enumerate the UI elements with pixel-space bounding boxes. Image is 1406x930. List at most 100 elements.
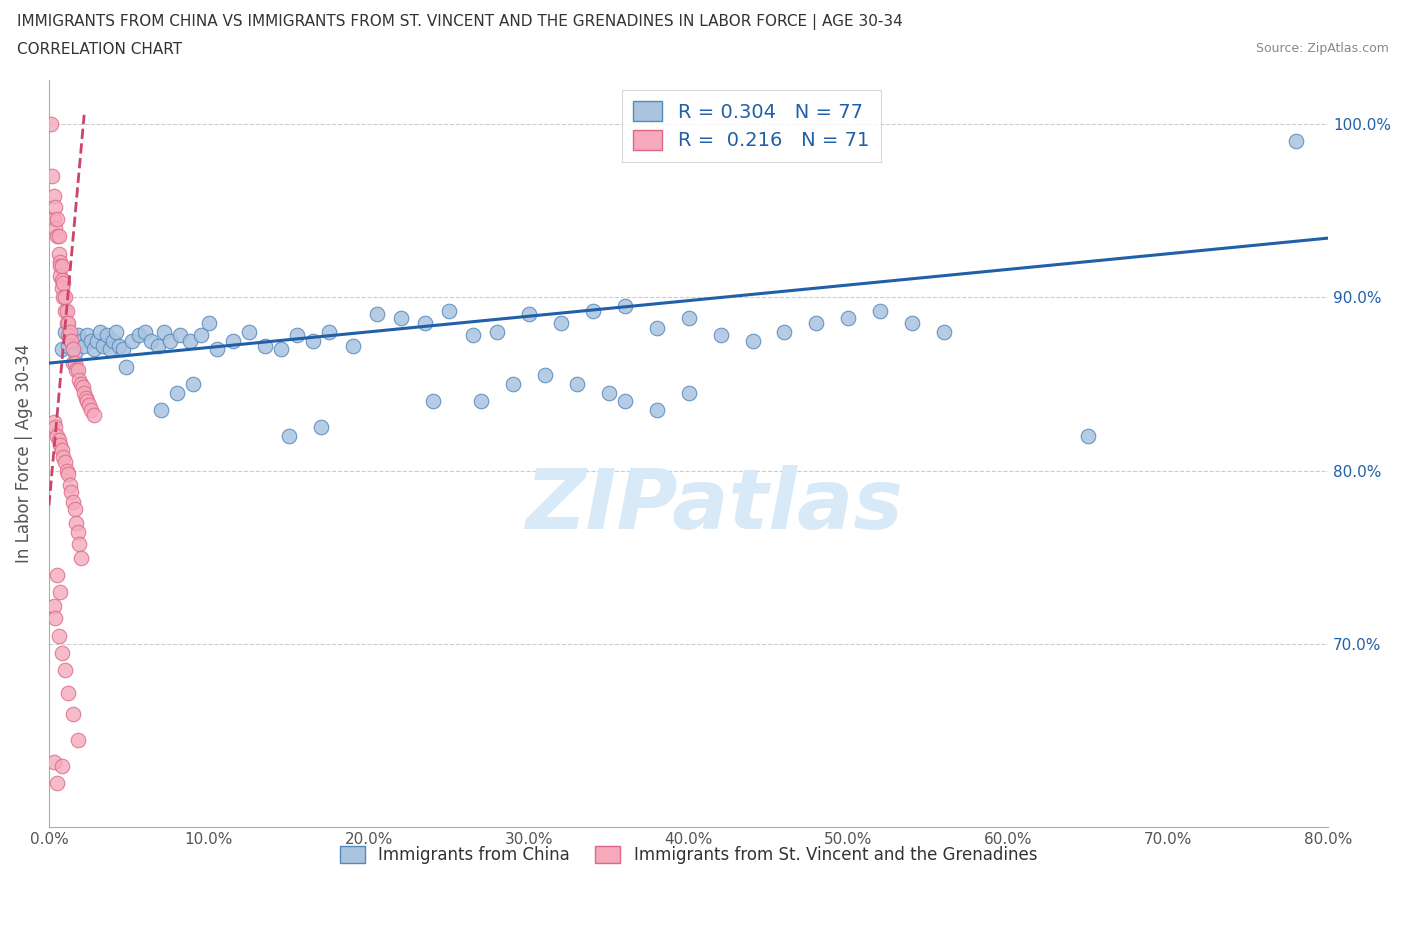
Point: [44, 220, 66, 235]
Point: [645, 403, 668, 418]
Point: [83, 342, 105, 357]
Point: [66, 525, 89, 539]
Point: [42, 415, 65, 430]
Point: [190, 328, 212, 343]
Point: [111, 342, 134, 357]
Point: [46, 776, 69, 790]
Point: [53, 663, 76, 678]
Point: [169, 328, 191, 343]
Point: [66, 733, 89, 748]
Point: [63, 345, 86, 360]
Point: [56, 339, 79, 353]
Point: [44, 199, 66, 214]
Point: [270, 342, 292, 357]
Point: [60, 333, 83, 348]
Point: [613, 394, 636, 409]
Point: [598, 385, 620, 400]
Point: [222, 333, 245, 348]
Point: [42, 599, 65, 614]
Point: [134, 325, 156, 339]
Point: [101, 333, 124, 348]
Point: [62, 355, 84, 370]
Point: [565, 377, 588, 392]
Point: [55, 303, 77, 318]
Point: [41, 168, 63, 183]
Point: [55, 463, 77, 478]
Point: [51, 759, 73, 774]
Point: [46, 567, 69, 582]
Point: [1285, 133, 1308, 148]
Point: [39, 116, 62, 131]
Point: [77, 397, 100, 412]
Point: [56, 328, 79, 343]
Point: [83, 407, 105, 422]
Point: [128, 328, 150, 343]
Point: [837, 311, 859, 325]
Point: [70, 551, 93, 565]
Point: [51, 443, 73, 458]
Point: [63, 501, 86, 516]
Point: [485, 325, 508, 339]
Point: [179, 333, 201, 348]
Point: [46, 429, 69, 444]
Point: [49, 255, 72, 270]
Point: [53, 325, 76, 339]
Point: [461, 328, 484, 343]
Point: [318, 325, 340, 339]
Point: [51, 645, 73, 660]
Point: [533, 368, 555, 383]
Point: [56, 685, 79, 700]
Point: [105, 325, 128, 339]
Point: [645, 321, 668, 336]
Point: [63, 355, 86, 370]
Point: [581, 303, 603, 318]
Point: [98, 342, 121, 357]
Point: [53, 290, 76, 305]
Text: CORRELATION CHART: CORRELATION CHART: [17, 42, 181, 57]
Y-axis label: In Labor Force | Age 30-34: In Labor Force | Age 30-34: [15, 344, 32, 563]
Point: [76, 328, 98, 343]
Point: [422, 394, 444, 409]
Point: [517, 307, 540, 322]
Point: [76, 394, 98, 409]
Point: [72, 380, 94, 395]
Point: [205, 342, 228, 357]
Point: [55, 316, 77, 331]
Point: [96, 328, 118, 343]
Text: Source: ZipAtlas.com: Source: ZipAtlas.com: [1256, 42, 1389, 55]
Point: [48, 629, 70, 644]
Point: [198, 316, 221, 331]
Point: [502, 377, 524, 392]
Point: [166, 385, 188, 400]
Point: [413, 316, 436, 331]
Point: [238, 325, 260, 339]
Point: [141, 333, 163, 348]
Point: [342, 339, 364, 353]
Point: [70, 333, 93, 348]
Point: [89, 325, 111, 339]
Point: [1077, 429, 1099, 444]
Point: [153, 325, 176, 339]
Point: [66, 363, 89, 378]
Point: [62, 495, 84, 510]
Point: [73, 339, 96, 353]
Point: [46, 211, 69, 226]
Point: [49, 269, 72, 284]
Point: [709, 328, 731, 343]
Point: [550, 316, 572, 331]
Point: [181, 377, 204, 392]
Point: [79, 333, 101, 348]
Point: [51, 342, 73, 357]
Point: [44, 611, 66, 626]
Point: [146, 339, 169, 353]
Point: [51, 259, 73, 273]
Point: [52, 290, 75, 305]
Point: [52, 276, 75, 291]
Point: [741, 333, 763, 348]
Point: [70, 377, 93, 392]
Point: [66, 328, 89, 343]
Point: [91, 339, 114, 353]
Point: [806, 316, 828, 331]
Point: [59, 477, 82, 492]
Point: [79, 403, 101, 418]
